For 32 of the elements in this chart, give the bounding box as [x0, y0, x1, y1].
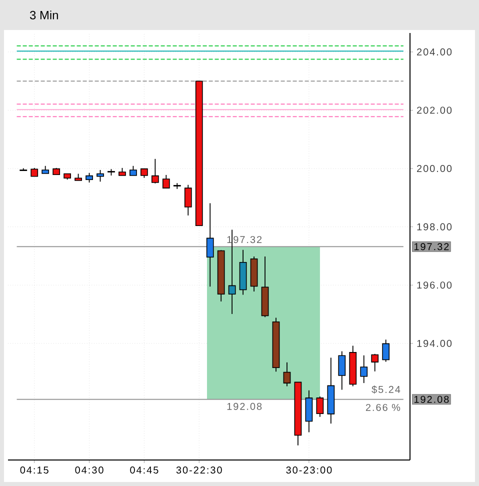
y-tick-label: 194.00 [417, 340, 452, 347]
x-tick-label: 30-22:30 [176, 466, 222, 474]
ref-line-label: 197.32 [414, 243, 449, 250]
x-tick-label: 04:30 [75, 466, 104, 474]
annotation: 2.66 % [366, 404, 400, 411]
candlestick [371, 353, 379, 372]
candlestick [162, 174, 170, 189]
y-tick-label: 202.00 [417, 106, 452, 114]
ref-line-label: 192.08 [414, 396, 449, 403]
candlestick [151, 158, 159, 184]
x-tick-label: 04:15 [20, 466, 48, 474]
annotation: 192.08 [227, 402, 262, 410]
candlestick [184, 184, 192, 216]
candlestick [86, 172, 93, 183]
x-tick-label: 30-23:00 [286, 466, 332, 474]
candlestick [360, 354, 368, 384]
candlestick [96, 170, 104, 182]
y-tick-label: 198.00 [417, 223, 452, 230]
candlestick [140, 168, 148, 178]
candlestick [206, 202, 214, 288]
candlestick [130, 165, 137, 176]
annotation: $5.24 [372, 386, 400, 394]
y-tick-label: 204.00 [417, 48, 452, 56]
chart-title: 3 Min [30, 10, 58, 20]
candlestick [283, 362, 291, 387]
candlestick [305, 390, 313, 433]
candlestick [316, 396, 324, 418]
y-tick-label: 200.00 [417, 165, 452, 172]
candlestick [338, 350, 346, 390]
candlestick [382, 339, 390, 362]
y-tick-label: 196.00 [417, 282, 452, 289]
x-tick-label: 04:45 [130, 466, 158, 474]
